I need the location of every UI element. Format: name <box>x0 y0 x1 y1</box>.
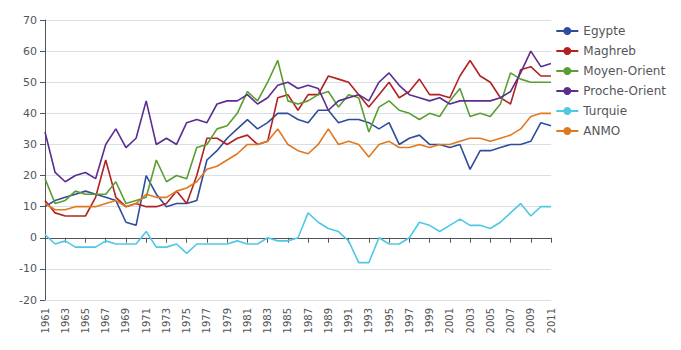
svg-text:1987: 1987 <box>303 308 314 333</box>
svg-text:2011: 2011 <box>546 308 557 333</box>
svg-text:-10: -10 <box>19 262 37 275</box>
svg-text:ANMO: ANMO <box>583 124 620 138</box>
svg-text:2009: 2009 <box>525 308 536 333</box>
svg-text:2003: 2003 <box>465 308 476 333</box>
svg-text:1975: 1975 <box>181 308 192 333</box>
svg-text:1977: 1977 <box>201 308 212 333</box>
svg-text:1967: 1967 <box>100 308 111 333</box>
svg-text:2001: 2001 <box>444 308 455 333</box>
svg-text:1995: 1995 <box>384 308 395 333</box>
svg-text:1981: 1981 <box>242 308 253 333</box>
svg-text:1963: 1963 <box>60 308 71 333</box>
svg-text:30: 30 <box>23 138 37 151</box>
svg-text:Proche-Orient: Proche-Orient <box>583 84 666 98</box>
svg-text:Moyen-Orient: Moyen-Orient <box>583 64 665 78</box>
svg-text:1973: 1973 <box>161 308 172 333</box>
svg-text:20: 20 <box>23 169 37 182</box>
svg-text:1989: 1989 <box>323 308 334 333</box>
svg-text:1997: 1997 <box>404 308 415 333</box>
svg-text:1961: 1961 <box>40 308 51 333</box>
svg-text:1985: 1985 <box>282 308 293 333</box>
svg-text:50: 50 <box>23 76 37 89</box>
svg-text:60: 60 <box>23 45 37 58</box>
svg-text:40: 40 <box>23 107 37 120</box>
svg-text:Egypte: Egypte <box>583 24 625 38</box>
svg-text:10: 10 <box>23 200 37 213</box>
svg-text:1979: 1979 <box>222 308 233 333</box>
svg-text:Maghreb: Maghreb <box>583 44 636 58</box>
svg-text:Turquie: Turquie <box>582 104 627 118</box>
svg-text:1983: 1983 <box>262 308 273 333</box>
svg-text:1999: 1999 <box>424 308 435 333</box>
svg-text:2005: 2005 <box>485 308 496 333</box>
svg-text:0: 0 <box>30 231 37 244</box>
svg-text:1991: 1991 <box>343 308 354 333</box>
svg-text:-20: -20 <box>19 294 37 307</box>
svg-text:1965: 1965 <box>80 308 91 333</box>
svg-text:1993: 1993 <box>363 308 374 333</box>
svg-text:1969: 1969 <box>120 308 131 333</box>
svg-text:70: 70 <box>23 14 37 27</box>
svg-text:2007: 2007 <box>505 308 516 333</box>
svg-text:1971: 1971 <box>141 308 152 333</box>
